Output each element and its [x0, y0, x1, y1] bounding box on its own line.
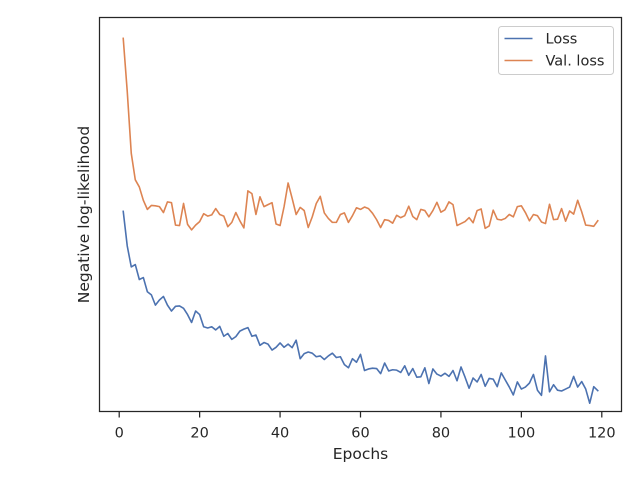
legend: Loss Val. loss	[498, 26, 614, 75]
series-layer	[122, 37, 599, 405]
series-line-loss	[122, 210, 599, 405]
x-tick-label: 60	[351, 426, 369, 442]
x-tick-label: 100	[508, 426, 536, 442]
legend-label-val-loss: Val. loss	[546, 54, 605, 70]
x-tick-label: 20	[190, 426, 208, 442]
x-tick-label: 80	[432, 426, 450, 442]
x-tick-label: 0	[115, 426, 124, 442]
x-tick-label: 120	[588, 426, 616, 442]
y-axis-label: Negative log-likelihood	[75, 126, 93, 304]
x-axis-ticks: 0 20 40 60 80 100 120	[115, 411, 616, 442]
legend-label-loss: Loss	[546, 32, 578, 48]
plot-area-border	[98, 16, 623, 413]
axes-frame	[98, 16, 623, 413]
x-axis-label: Epochs	[333, 445, 389, 463]
x-tick-label: 40	[271, 426, 289, 442]
series-line-val-loss	[122, 37, 599, 231]
